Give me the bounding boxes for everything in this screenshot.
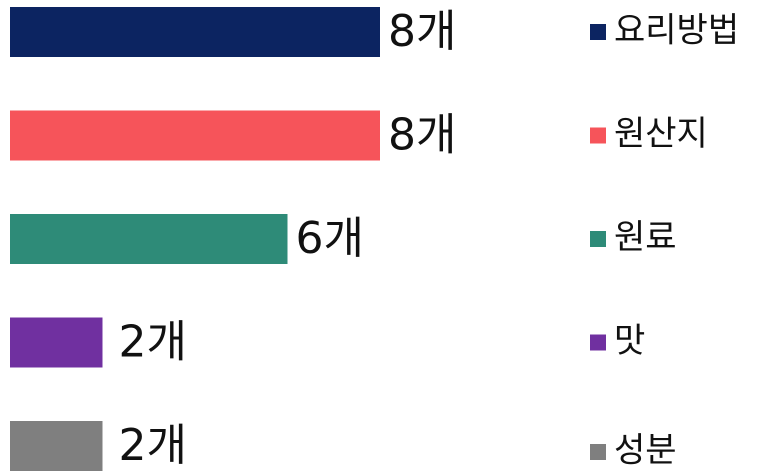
legend-label: 요리방법 [614,11,739,51]
value-label: 2개 [119,317,187,368]
legend-label: 원산지 [614,114,708,154]
legend-swatch [590,127,606,144]
value-label: 8개 [388,110,456,161]
bar [10,7,380,57]
legend-label: 맛 [614,321,645,361]
value-label: 8개 [388,6,456,57]
bar [10,317,103,368]
legend-swatch [590,24,606,40]
legend-swatch [590,231,606,247]
legend-swatch [590,334,606,351]
legend-label: 원료 [614,218,677,258]
bar [10,214,288,264]
legend-label: 성분 [614,431,677,471]
bar [10,110,380,161]
value-label: 6개 [296,213,364,264]
value-label: 2개 [119,420,187,471]
legend-swatch [590,444,606,460]
bar [10,421,103,471]
